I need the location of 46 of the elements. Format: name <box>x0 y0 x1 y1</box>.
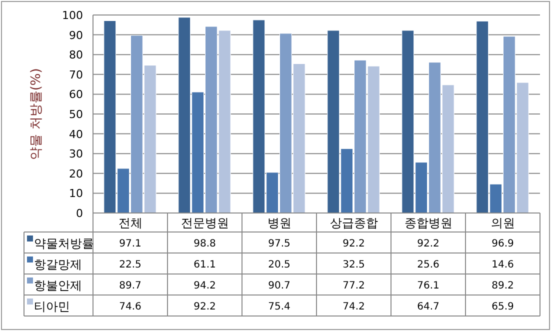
x-tick-label: 병원 <box>267 216 292 230</box>
data-label: 94.2 <box>194 280 216 292</box>
data-label: 89.2 <box>492 280 514 292</box>
y-tick-label: 80 <box>69 48 83 62</box>
legend-label: 항불안제 <box>34 278 82 292</box>
data-label: 65.9 <box>492 302 514 312</box>
y-tick-label: 10 <box>69 187 83 200</box>
data-label: 96.9 <box>492 238 514 250</box>
data-label: 97.5 <box>268 238 290 250</box>
x-tick-label: 전문병원 <box>180 216 229 230</box>
data-label: 92.2 <box>194 302 216 312</box>
data-label: 97.1 <box>119 238 142 250</box>
x-tick-label: 전체 <box>118 216 142 230</box>
data-label: 74.2 <box>342 302 365 312</box>
data-label: 90.7 <box>268 280 290 292</box>
data-label: 32.5 <box>342 260 365 270</box>
legend-label: 약물처방률 <box>34 236 94 250</box>
y-tick-label: 40 <box>69 128 83 141</box>
data-label: 74.6 <box>119 302 142 312</box>
x-tick-label: 상급종합 <box>330 216 378 230</box>
y-tick-label: 60 <box>69 88 83 102</box>
legend-label: 항갈망제 <box>34 258 82 272</box>
data-label: 77.2 <box>342 280 365 292</box>
data-label: 76.1 <box>417 280 440 292</box>
y-tick-label: 70 <box>69 68 83 82</box>
data-label: 14.6 <box>492 260 514 270</box>
x-tick-label: 종합병원 <box>404 216 452 230</box>
data-label: 22.5 <box>119 260 142 270</box>
y-tick-label: 0 <box>76 207 83 220</box>
x-tick-label: 의원 <box>490 216 515 230</box>
y-axis-title: 약물 처방률(%) <box>29 68 44 160</box>
data-label: 92.2 <box>342 238 365 250</box>
data-label: 20.5 <box>268 260 290 270</box>
data-label: 89.7 <box>119 280 142 292</box>
data-label: 75.4 <box>268 302 290 312</box>
data-label: 64.7 <box>417 302 440 312</box>
y-tick-label: 90 <box>69 28 83 42</box>
y-tick-label: 20 <box>69 167 83 180</box>
y-tick-label: 50 <box>69 108 83 121</box>
y-tick-label: 100 <box>62 9 83 22</box>
data-label: 92.2 <box>417 238 440 250</box>
legend-label: 티아민 <box>34 300 70 314</box>
data-label: 98.8 <box>194 238 216 250</box>
data-label: 25.6 <box>417 260 440 270</box>
y-tick-label: 30 <box>69 148 83 161</box>
data-label: 61.1 <box>194 260 216 270</box>
